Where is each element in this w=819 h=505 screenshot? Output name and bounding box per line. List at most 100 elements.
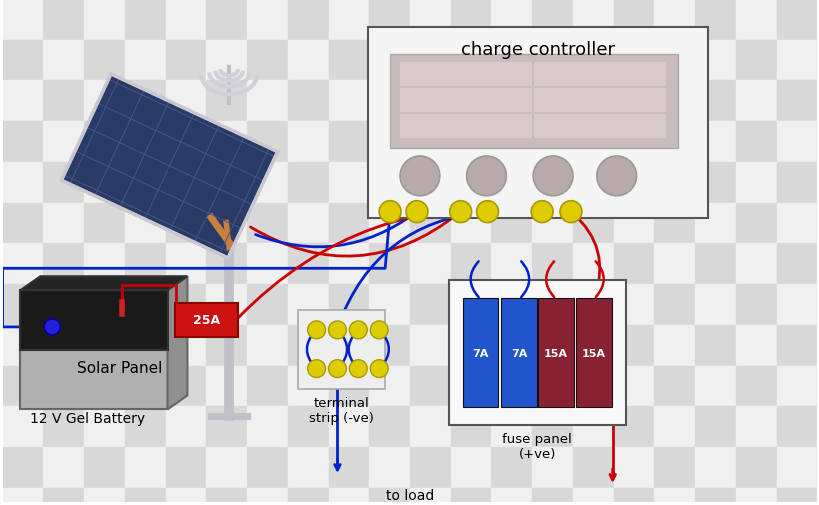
Bar: [369, 122, 410, 163]
Bar: [84, 244, 124, 285]
Bar: [654, 204, 695, 244]
Bar: [735, 41, 776, 81]
Bar: [654, 122, 695, 163]
Bar: [532, 244, 572, 285]
Bar: [287, 244, 328, 285]
Bar: [84, 41, 124, 81]
Circle shape: [349, 321, 367, 339]
Bar: [206, 407, 247, 447]
Bar: [450, 488, 491, 505]
Bar: [369, 407, 410, 447]
FancyArrowPatch shape: [306, 332, 314, 367]
Bar: [165, 163, 206, 204]
Bar: [369, 447, 410, 488]
Bar: [572, 447, 613, 488]
Bar: [124, 122, 165, 163]
FancyArrowPatch shape: [521, 262, 528, 297]
Bar: [287, 366, 328, 407]
Bar: [776, 407, 817, 447]
Bar: [124, 325, 165, 366]
Bar: [247, 41, 287, 81]
Bar: [369, 285, 410, 325]
Circle shape: [44, 319, 60, 335]
Bar: [84, 325, 124, 366]
Bar: [247, 244, 287, 285]
Bar: [43, 41, 84, 81]
Bar: [613, 407, 654, 447]
Bar: [124, 163, 165, 204]
Bar: [817, 122, 819, 163]
Bar: [532, 41, 572, 81]
Bar: [695, 447, 735, 488]
Bar: [735, 407, 776, 447]
Bar: [572, 488, 613, 505]
Circle shape: [531, 201, 552, 223]
FancyArrowPatch shape: [238, 209, 539, 318]
Bar: [572, 204, 613, 244]
Bar: [124, 366, 165, 407]
Bar: [817, 447, 819, 488]
FancyBboxPatch shape: [500, 298, 536, 408]
Bar: [206, 204, 247, 244]
Circle shape: [405, 201, 428, 223]
Bar: [654, 325, 695, 366]
FancyBboxPatch shape: [537, 298, 573, 408]
Bar: [369, 81, 410, 122]
Text: 15A: 15A: [543, 348, 568, 358]
Bar: [206, 285, 247, 325]
FancyBboxPatch shape: [20, 350, 167, 410]
Circle shape: [378, 201, 400, 223]
Bar: [450, 366, 491, 407]
Bar: [450, 41, 491, 81]
Bar: [328, 447, 369, 488]
Bar: [410, 285, 450, 325]
Polygon shape: [61, 75, 278, 259]
Bar: [84, 488, 124, 505]
Bar: [817, 0, 819, 41]
Bar: [613, 41, 654, 81]
Bar: [776, 204, 817, 244]
Bar: [450, 81, 491, 122]
Bar: [450, 325, 491, 366]
Bar: [124, 81, 165, 122]
Bar: [735, 325, 776, 366]
Bar: [695, 204, 735, 244]
Bar: [43, 366, 84, 407]
Bar: [124, 204, 165, 244]
Bar: [2, 204, 43, 244]
Bar: [450, 163, 491, 204]
Bar: [84, 122, 124, 163]
Bar: [410, 447, 450, 488]
Bar: [165, 488, 206, 505]
Bar: [328, 366, 369, 407]
Bar: [247, 447, 287, 488]
Bar: [450, 447, 491, 488]
Bar: [43, 0, 84, 41]
Bar: [247, 122, 287, 163]
Bar: [817, 163, 819, 204]
Bar: [124, 285, 165, 325]
Bar: [2, 41, 43, 81]
FancyBboxPatch shape: [448, 281, 625, 425]
Bar: [410, 366, 450, 407]
Bar: [817, 325, 819, 366]
Bar: [654, 366, 695, 407]
Bar: [328, 81, 369, 122]
Bar: [410, 41, 450, 81]
FancyBboxPatch shape: [575, 298, 611, 408]
Bar: [533, 115, 666, 139]
Bar: [124, 0, 165, 41]
FancyBboxPatch shape: [20, 290, 167, 350]
Bar: [369, 244, 410, 285]
Bar: [532, 122, 572, 163]
Bar: [776, 447, 817, 488]
FancyArrowPatch shape: [381, 332, 388, 367]
Bar: [124, 407, 165, 447]
Bar: [491, 366, 532, 407]
Bar: [450, 244, 491, 285]
Bar: [410, 81, 450, 122]
Bar: [43, 244, 84, 285]
Bar: [328, 122, 369, 163]
Bar: [735, 163, 776, 204]
Text: 7A: 7A: [472, 348, 488, 358]
